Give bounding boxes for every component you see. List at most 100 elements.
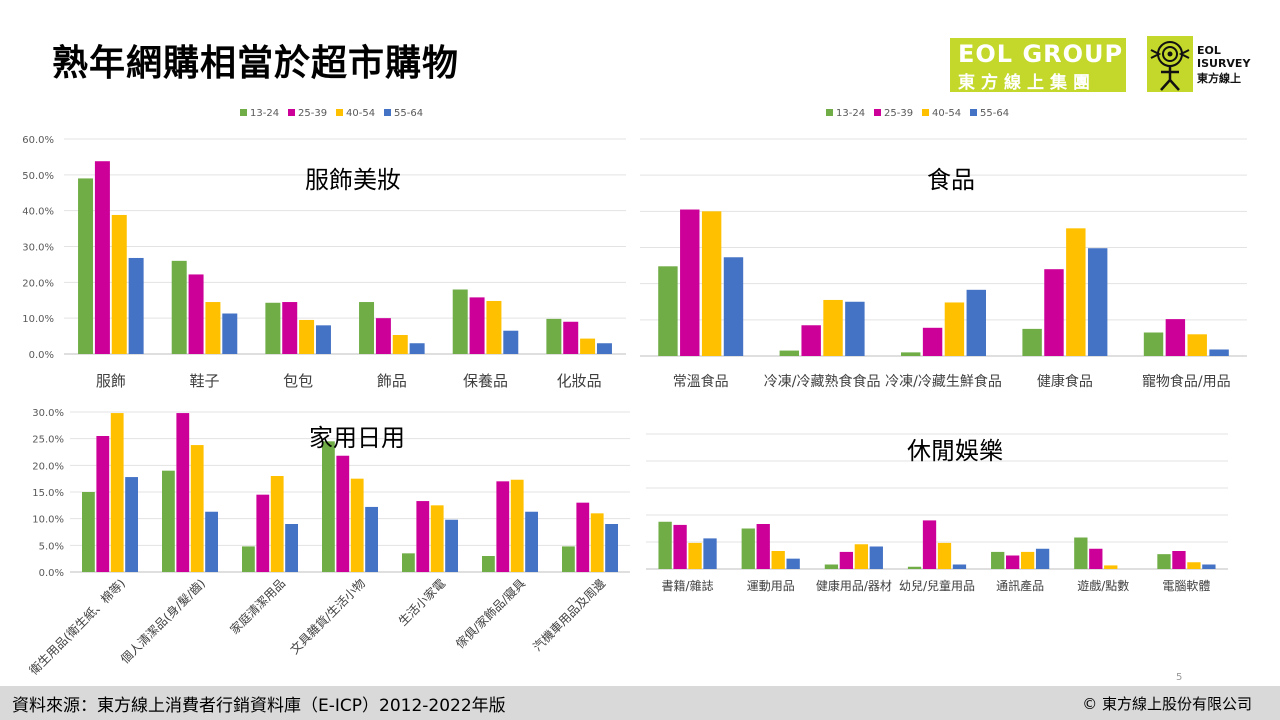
y-tick-label: 20.0% (32, 461, 64, 472)
category-label: 鞋子 (189, 372, 219, 390)
category-label: 遊戲/點數 (1077, 578, 1129, 593)
bar-25-39 (94, 161, 110, 354)
bar-55-64 (125, 477, 138, 572)
bar-40-54 (590, 513, 604, 572)
legend-label: 13-24 (836, 108, 865, 119)
legend-swatch-25-39 (288, 109, 295, 116)
legend-swatch-25-39 (874, 109, 881, 116)
bar-55-64 (952, 564, 967, 569)
bar-40-54 (510, 479, 524, 572)
bar-40-54 (430, 505, 444, 572)
eol-group-logo: EOL GROUP 東方線上集團 (950, 38, 1126, 93)
category-label: 冷凍/冷藏熟食食品 (764, 373, 881, 390)
bar-13-24 (741, 528, 755, 569)
bar-40-54 (190, 445, 204, 572)
bar-25-39 (1172, 551, 1186, 569)
bar-25-39 (1165, 319, 1186, 356)
bar-40-54 (270, 476, 284, 572)
bar-25-39 (922, 327, 943, 356)
y-tick-label: 60.0% (22, 135, 54, 146)
bar-40-54 (1187, 562, 1201, 569)
y-tick-label: 20.0% (22, 278, 54, 289)
bar-25-39 (256, 494, 270, 572)
isurvey-logo-line1: EOL (1197, 44, 1221, 57)
bar-25-39 (576, 502, 590, 572)
category-label: 書籍/雜誌 (662, 578, 714, 593)
bar-25-39 (176, 413, 190, 572)
category-label: 文具雜貨/生活小物 (287, 576, 368, 657)
legend-swatch-55-64 (384, 109, 391, 116)
legend-label: 55-64 (980, 108, 1009, 119)
bar-40-54 (771, 551, 785, 569)
bar-13-24 (452, 289, 468, 354)
bar-13-24 (1074, 537, 1088, 569)
eol-group-logo-subtext: 東方線上集團 (958, 73, 1096, 93)
bar-40-54 (944, 302, 965, 356)
footer-source: 資料來源：東方線上消費者行銷資料庫（E-ICP）2012-2022年版 (12, 696, 506, 716)
y-tick-label: 15.0% (32, 488, 64, 499)
bar-40-54 (110, 413, 124, 572)
bar-25-39 (756, 524, 770, 569)
bar-40-54 (937, 542, 952, 569)
bar-13-24 (901, 352, 921, 356)
bar-13-24 (162, 470, 175, 572)
bar-25-39 (922, 520, 937, 569)
legend-label: 55-64 (394, 108, 423, 119)
category-label: 冷凍/冷藏生鮮食品 (885, 373, 1002, 390)
y-tick-label: 50.0% (22, 171, 54, 182)
bar-40-54 (688, 542, 702, 569)
bar-13-24 (546, 318, 562, 354)
bar-55-64 (869, 546, 883, 569)
bar-25-39 (416, 501, 430, 572)
legend-swatch-40-54 (922, 109, 929, 116)
bar-55-64 (786, 558, 800, 569)
y-tick-label: 30.0% (22, 243, 54, 254)
legend-label: 13-24 (250, 108, 279, 119)
bar-55-64 (723, 257, 744, 356)
chart-title: 休閒娛樂 (907, 437, 1003, 465)
eol-group-logo-text: EOL GROUP (958, 40, 1124, 68)
category-label: 化妝品 (557, 372, 602, 390)
bar-40-54 (205, 302, 221, 354)
category-label: 傢俱/家飾品/寢具 (452, 576, 528, 652)
y-tick-label: 30.0% (32, 408, 64, 419)
bar-55-64 (503, 330, 519, 354)
bar-40-54 (1066, 228, 1086, 356)
bar-40-54 (392, 335, 408, 354)
category-label: 健康食品 (1037, 373, 1093, 390)
bar-40-54 (701, 211, 722, 356)
bar-40-54 (1104, 565, 1118, 569)
category-label: 常溫食品 (673, 373, 729, 390)
category-label: 服飾 (96, 372, 126, 390)
chart-title: 食品 (927, 166, 975, 194)
legend-label: 40-54 (932, 108, 961, 119)
category-label: 家庭清潔用品 (227, 576, 289, 638)
y-tick-label: 10.0% (32, 515, 64, 526)
bar-55-64 (222, 313, 238, 354)
bar-13-24 (402, 553, 415, 572)
legend-label: 25-39 (298, 108, 327, 119)
bar-25-39 (673, 524, 687, 569)
bar-55-64 (1035, 548, 1050, 569)
bar-25-39 (496, 481, 510, 572)
y-tick-label: 0.0% (39, 568, 64, 579)
bar-55-64 (596, 343, 612, 354)
bar-13-24 (171, 260, 187, 354)
bar-13-24 (991, 551, 1005, 569)
bar-13-24 (482, 556, 495, 572)
bar-55-64 (445, 519, 458, 572)
bar-25-39 (680, 209, 700, 356)
bar-40-54 (1020, 551, 1035, 569)
legend-label: 25-39 (884, 108, 913, 119)
bar-25-39 (563, 321, 579, 354)
bar-55-64 (845, 301, 865, 356)
category-label: 寵物食品/用品 (1142, 373, 1231, 390)
bar-55-64 (525, 511, 538, 572)
bar-25-39 (375, 318, 391, 354)
eol-isurvey-logo: EOL ISURVEY 東方線上 (1145, 36, 1265, 96)
chart-title: 家用日用 (309, 424, 405, 452)
bar-13-24 (265, 302, 281, 354)
category-label: 衛生用品(衛生紙、棉等) (26, 576, 128, 678)
bar-40-54 (111, 214, 127, 354)
footer-bar: 資料來源：東方線上消費者行銷資料庫（E-ICP）2012-2022年版 © 東方… (0, 686, 1280, 720)
